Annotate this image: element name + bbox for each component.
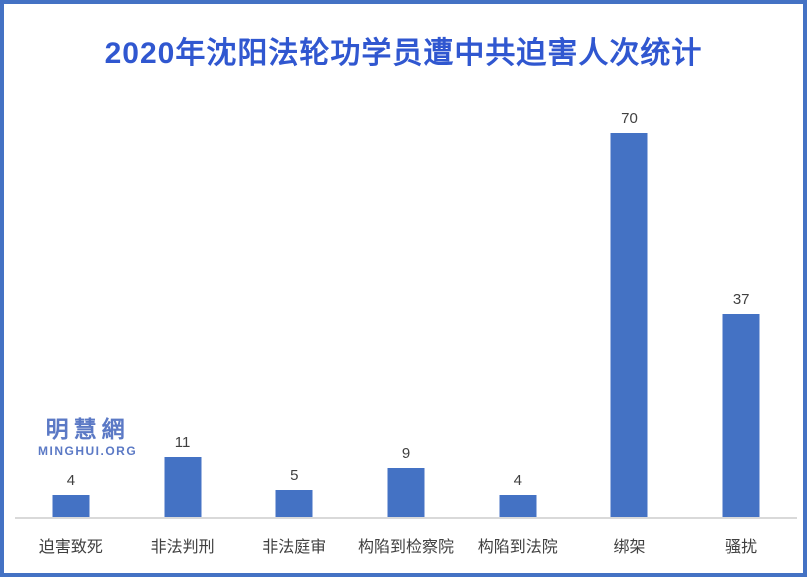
minghui-logo: 明慧網 MINGHUI.ORG <box>38 416 138 459</box>
bar-value-label: 4 <box>66 472 76 489</box>
bar-column: 5 <box>238 133 350 517</box>
bar-column: 4 <box>462 133 574 517</box>
category-label: 迫害致死 <box>38 539 103 556</box>
minghui-logo-url: MINGHUI.ORG <box>38 444 138 459</box>
bar <box>610 133 648 517</box>
bar-value-label: 11 <box>174 434 191 451</box>
bar-value-label: 4 <box>513 472 522 489</box>
chart-title: 2020年沈阳法轮功学员遭中共迫害人次统计 <box>104 37 703 70</box>
bar <box>499 495 537 517</box>
bar-column: 9 <box>350 133 462 517</box>
bar <box>164 457 202 517</box>
bar <box>52 495 90 517</box>
category-label: 骚扰 <box>725 539 758 556</box>
bar <box>722 314 760 517</box>
bar-column: 11 <box>127 133 239 517</box>
plot-area: 4 11 5 9 4 70 37 <box>15 110 797 519</box>
bar-value-label: 37 <box>732 291 750 308</box>
category-label: 非法判刑 <box>150 539 215 556</box>
minghui-logo-chinese: 明慧網 <box>45 416 130 442</box>
bar <box>275 490 313 517</box>
bar-value-label: 70 <box>621 110 638 127</box>
bar-column: 4 <box>15 133 127 517</box>
x-axis-category-labels: 迫害致死 非法判刑 非法庭审 构陷到检察院 构陷到法院 绑架 骚扰 <box>15 533 797 557</box>
category-label: 非法庭审 <box>262 539 327 556</box>
bar <box>387 468 425 517</box>
bar-value-label: 5 <box>290 467 299 484</box>
category-label: 构陷到检察院 <box>358 539 455 556</box>
category-label: 构陷到法院 <box>477 539 558 556</box>
bar-value-label: 9 <box>401 445 411 462</box>
bar-column: 70 <box>574 110 686 517</box>
bar-column: 37 <box>685 133 797 517</box>
category-label: 绑架 <box>613 539 646 556</box>
